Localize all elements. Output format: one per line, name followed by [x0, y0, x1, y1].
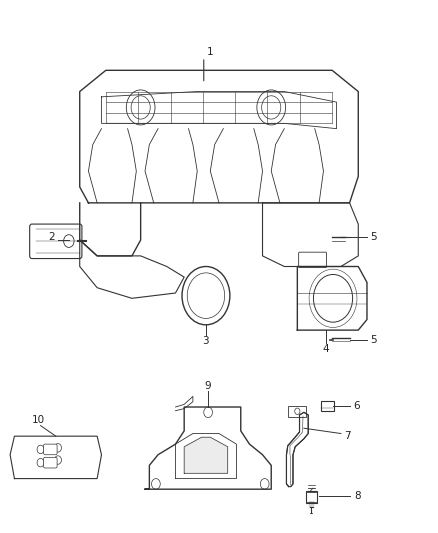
Text: 5: 5 [370, 335, 377, 345]
Text: 6: 6 [353, 401, 360, 411]
Text: 8: 8 [354, 490, 361, 500]
Text: 9: 9 [205, 381, 212, 391]
Text: 10: 10 [32, 415, 45, 425]
FancyBboxPatch shape [30, 224, 82, 259]
Text: 1: 1 [207, 47, 214, 56]
Polygon shape [184, 437, 228, 473]
FancyBboxPatch shape [44, 457, 57, 468]
FancyBboxPatch shape [288, 406, 307, 417]
FancyBboxPatch shape [306, 491, 318, 503]
Text: 5: 5 [370, 232, 377, 243]
Text: 7: 7 [344, 431, 351, 441]
Polygon shape [286, 413, 308, 487]
Text: 2: 2 [48, 232, 55, 243]
FancyBboxPatch shape [44, 444, 57, 455]
Text: 4: 4 [322, 344, 329, 354]
FancyBboxPatch shape [321, 401, 334, 411]
Text: 3: 3 [203, 336, 209, 346]
FancyBboxPatch shape [299, 252, 326, 268]
